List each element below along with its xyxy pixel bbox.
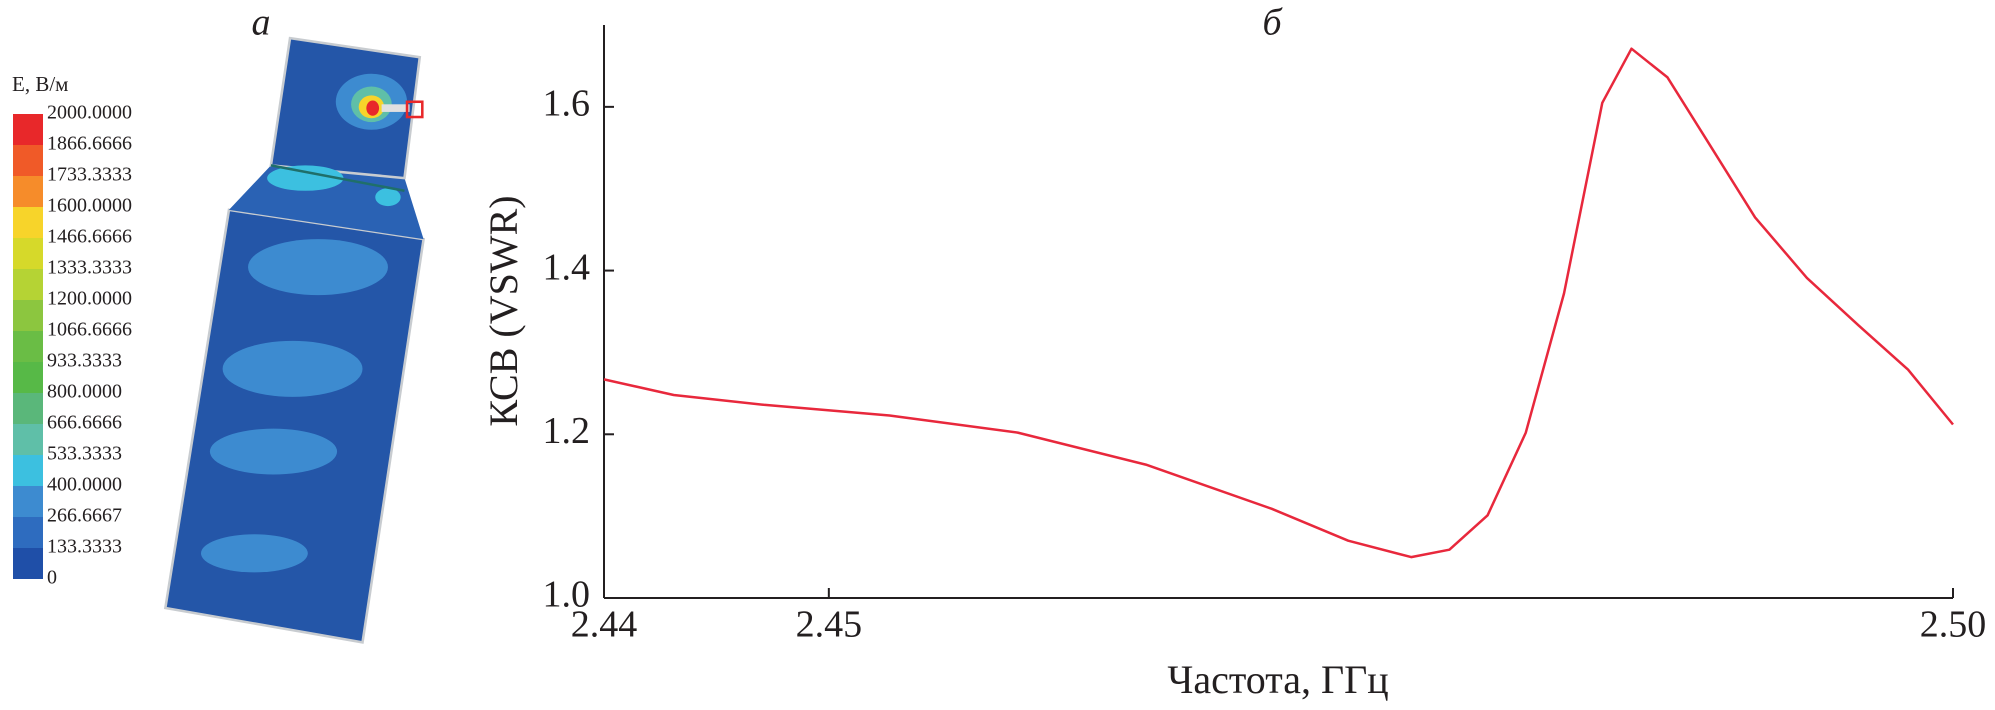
colorbar-tick-label: 1066.6666 [47,319,132,341]
colorbar-band [13,145,43,176]
colorbar-band [13,486,43,517]
y-axis-label: КСВ (VSWR) [481,195,526,426]
colorbar-band [13,300,43,331]
colorbar-band [13,424,43,456]
panel-label: б [1262,2,1283,44]
x-axis-label: Частота, ГГц [1167,657,1388,702]
y-tick-label: 1.6 [543,83,591,125]
line-series [603,47,1954,559]
colorbar-band [13,455,43,486]
colorbar-tick-label: 133.3333 [47,536,122,558]
x-tick-label: 2.44 [571,604,638,646]
colorbar-band [13,331,43,363]
colorbar-band [13,176,43,207]
colorbar-tick-label: 2000.0000 [47,102,132,124]
colorbar-tick-label: 1333.3333 [47,257,132,279]
panel-label: а [252,2,271,44]
colorbar-band [13,269,43,300]
colorbar-tick-label: 1200.0000 [47,288,132,310]
field-image [163,36,426,644]
colorbar-band [13,517,43,548]
colorbar-tick-label: 933.3333 [47,350,122,372]
colorbar-tick-label: 533.3333 [47,443,122,465]
colorbar-title: E, В/м [12,72,68,96]
colorbar-tick-label: 800.0000 [47,381,122,403]
y-tick-label: 1.4 [543,246,591,288]
colorbar-band [13,114,43,146]
colorbar-tick-label: 1733.3333 [47,164,132,186]
colorbar-band [13,548,43,579]
colorbar-band [13,362,43,393]
colorbar-tick-label: 0 [47,567,57,589]
colorbar-tick-label: 266.6667 [47,505,122,527]
colorbar-band [13,207,43,239]
colorbar-band [13,393,43,424]
x-tick-label: 2.45 [796,604,863,646]
colorbar-tick-label: 1466.6666 [47,226,132,248]
y-tick-label: 1.0 [543,574,591,616]
colorbar-tick-label: 1600.0000 [47,195,132,217]
colorbar-tick-label: 666.6666 [47,412,122,434]
x-tick-label: 2.50 [1920,604,1987,646]
colorbar-tick-label: 1866.6666 [47,133,132,155]
colorbar-tick-label: 400.0000 [47,474,122,496]
y-tick-label: 1.2 [543,410,591,452]
colorbar-band [13,238,43,269]
